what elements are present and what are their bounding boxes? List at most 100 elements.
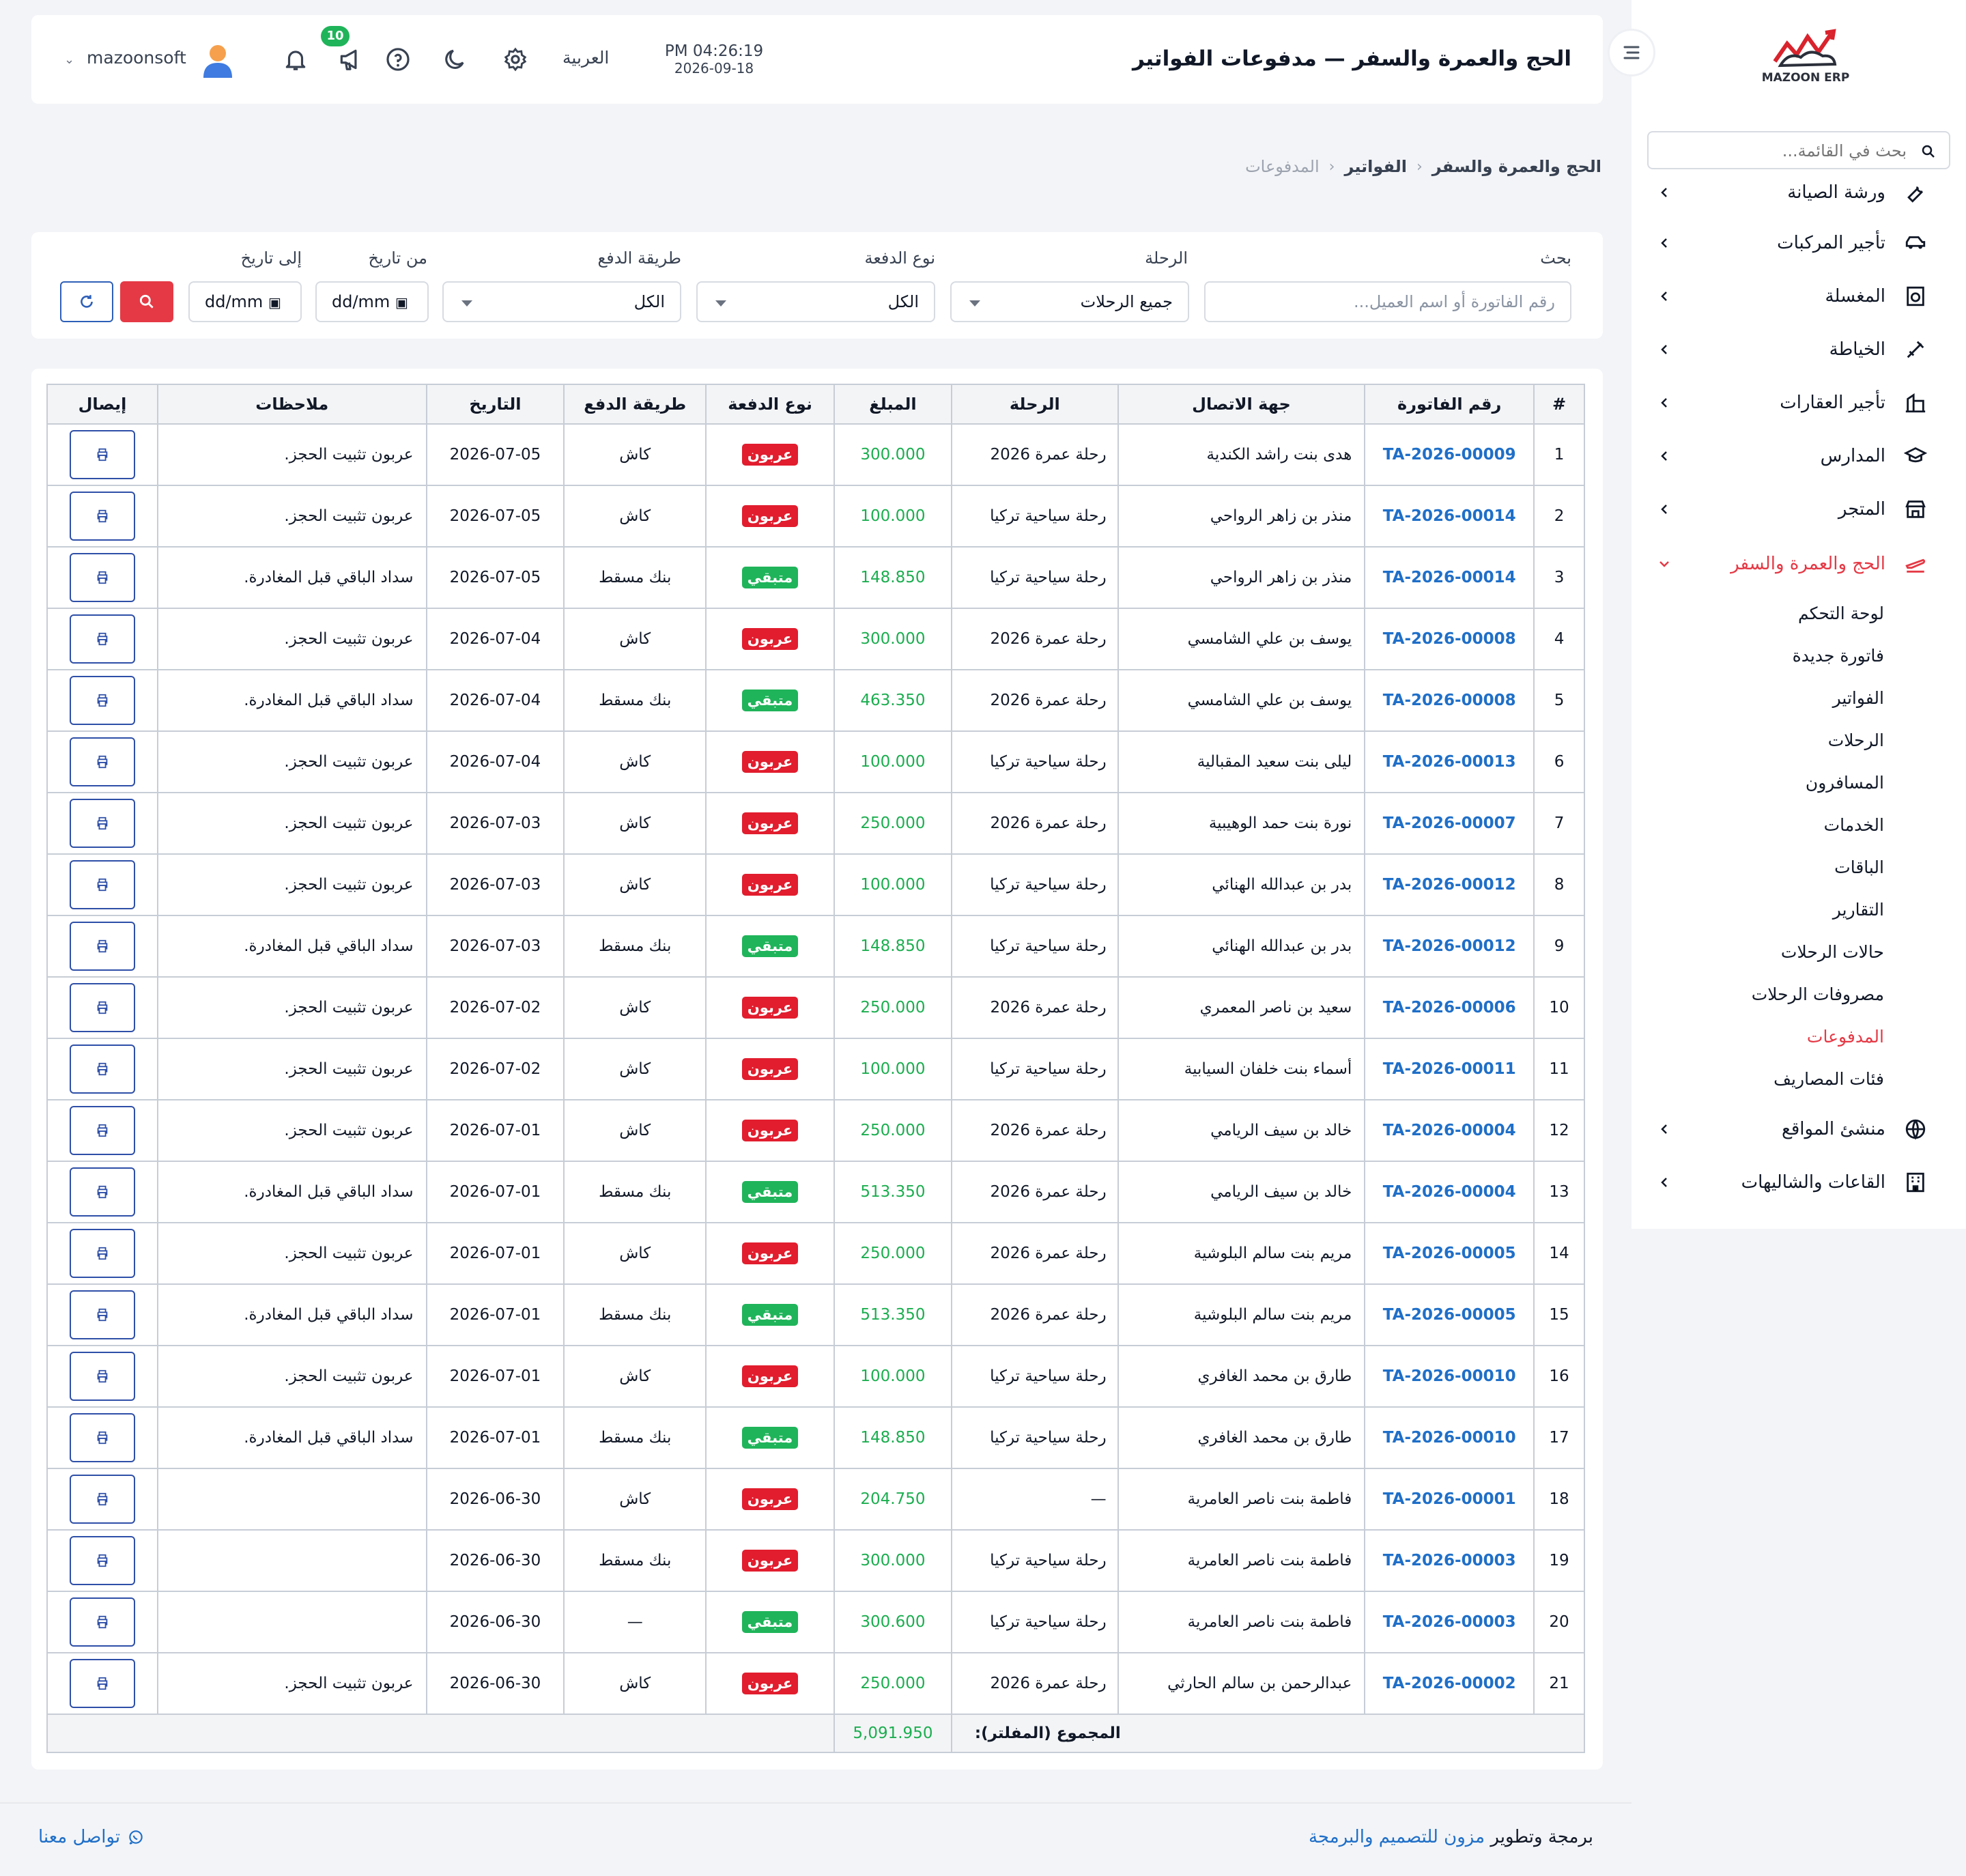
sidebar-subitem-5[interactable]: المسافرون xyxy=(1805,773,1884,793)
sidebar-item-5[interactable]: تأجير العقارات xyxy=(1656,382,1929,423)
search-input[interactable]: رقم الفاتورة أو اسم العميل... xyxy=(1204,281,1571,322)
trip-select[interactable]: جميع الرحلات xyxy=(950,281,1189,322)
invoice-link[interactable]: TA-2026-00009 xyxy=(1364,423,1535,486)
payment-type-select[interactable]: الكل xyxy=(696,281,935,322)
print-receipt-button[interactable] xyxy=(69,492,135,541)
invoice-link[interactable]: TA-2026-00011 xyxy=(1364,1038,1535,1100)
app-logo[interactable]: MAZOON ERP xyxy=(1748,27,1864,96)
invoice-link[interactable]: TA-2026-00012 xyxy=(1364,915,1535,978)
print-receipt-button[interactable] xyxy=(69,922,135,971)
sidebar-subitem-3[interactable]: الفواتير xyxy=(1832,688,1884,708)
invoice-link[interactable]: TA-2026-00008 xyxy=(1364,608,1535,670)
invoice-link[interactable]: TA-2026-00013 xyxy=(1364,730,1535,793)
invoice-link[interactable]: TA-2026-00010 xyxy=(1364,1406,1535,1469)
print-receipt-button[interactable] xyxy=(69,1536,135,1585)
sidebar-subitem-8[interactable]: التقارير xyxy=(1832,900,1884,920)
print-receipt-button[interactable] xyxy=(69,1044,135,1094)
invoice-link[interactable]: TA-2026-00005 xyxy=(1364,1222,1535,1285)
print-receipt-button[interactable] xyxy=(69,1352,135,1401)
sidebar-item-3[interactable]: المغسلة xyxy=(1656,276,1929,317)
help-icon[interactable] xyxy=(382,44,414,75)
invoice-link[interactable]: TA-2026-00002 xyxy=(1364,1652,1535,1715)
notes: عربون تثبيت الحجز. xyxy=(156,1652,427,1715)
print-receipt-button[interactable] xyxy=(69,1167,135,1217)
print-receipt-button[interactable] xyxy=(69,799,135,848)
print-receipt-button[interactable] xyxy=(69,1106,135,1155)
invoice-link[interactable]: TA-2026-00003 xyxy=(1364,1591,1535,1653)
invoice-link[interactable]: TA-2026-00008 xyxy=(1364,669,1535,732)
sidebar-item-10[interactable]: القاعات والشاليهات xyxy=(1656,1162,1929,1203)
printer-icon xyxy=(97,571,108,584)
invoice-link[interactable]: TA-2026-00004 xyxy=(1364,1161,1535,1223)
print-receipt-button[interactable] xyxy=(69,430,135,479)
sidebar-item-8[interactable]: الحج والعمرة والسفر xyxy=(1656,543,1929,584)
settings-icon[interactable] xyxy=(500,44,531,75)
sidebar-subitem-12[interactable]: فئات المصاريف xyxy=(1773,1069,1884,1089)
contact-us-link[interactable]: تواصل معنا xyxy=(38,1827,145,1847)
invoice-link[interactable]: TA-2026-00005 xyxy=(1364,1283,1535,1346)
print-receipt-button[interactable] xyxy=(69,860,135,909)
sidebar-subitem-2[interactable]: فاتورة جديدة xyxy=(1792,646,1884,666)
print-receipt-button[interactable] xyxy=(69,1659,135,1708)
sidebar-search-input[interactable] xyxy=(1662,141,1908,161)
invoice-link[interactable]: TA-2026-00014 xyxy=(1364,485,1535,548)
print-receipt-button[interactable] xyxy=(69,1475,135,1524)
col-contact[interactable]: جهة الاتصال xyxy=(1117,384,1366,425)
print-receipt-button[interactable] xyxy=(69,1229,135,1278)
sidebar-subitem-1[interactable]: لوحة التحكم xyxy=(1797,603,1884,623)
sidebar-subitem-11[interactable]: المدفوعات xyxy=(1806,1027,1884,1047)
sidebar-item-4[interactable]: الخياطة xyxy=(1656,329,1929,370)
megaphone-icon[interactable] xyxy=(334,44,366,75)
print-receipt-button[interactable] xyxy=(69,983,135,1032)
sidebar-toggle-button[interactable] xyxy=(1608,29,1655,76)
payment-method-select[interactable]: الكل xyxy=(442,281,681,322)
payment-type-cell: عربون xyxy=(705,1345,835,1408)
sidebar-subitem-6[interactable]: الخدمات xyxy=(1823,815,1884,835)
invoice-link[interactable]: TA-2026-00004 xyxy=(1364,1099,1535,1162)
bell-icon[interactable] xyxy=(280,44,311,75)
col-method[interactable]: طريقة الدفع xyxy=(563,384,707,425)
invoice-link[interactable]: TA-2026-00003 xyxy=(1364,1529,1535,1592)
invoice-link[interactable]: TA-2026-00014 xyxy=(1364,546,1535,609)
col-type[interactable]: نوع الدفعة xyxy=(705,384,835,425)
invoice-link[interactable]: TA-2026-00012 xyxy=(1364,853,1535,916)
invoice-link[interactable]: TA-2026-00006 xyxy=(1364,976,1535,1039)
sidebar-item-1[interactable]: ورشة الصيانة xyxy=(1656,172,1929,213)
breadcrumb-invoices[interactable]: الفواتير xyxy=(1344,157,1407,176)
user-menu[interactable]: ⌄ mazoonsoft xyxy=(64,48,186,68)
print-receipt-button[interactable] xyxy=(69,1413,135,1462)
search-button[interactable] xyxy=(120,281,173,322)
avatar[interactable] xyxy=(201,42,235,79)
print-receipt-button[interactable] xyxy=(69,1597,135,1647)
col-invoice[interactable]: رقم الفاتورة xyxy=(1364,384,1535,425)
sidebar-subitem-10[interactable]: مصروفات الرحلات xyxy=(1751,984,1884,1004)
reset-button[interactable] xyxy=(60,281,113,322)
payment-date: 2026-06-30 xyxy=(425,1652,565,1715)
sidebar-item-9[interactable]: منشئ المواقع xyxy=(1656,1109,1929,1150)
sidebar-item-7[interactable]: المتجر xyxy=(1656,489,1929,530)
footer-credit-link[interactable]: مزون للتصميم والبرمجة xyxy=(1308,1827,1485,1847)
col-trip[interactable]: الرحلة xyxy=(950,384,1119,425)
language-switch[interactable]: العربية xyxy=(562,48,610,68)
print-receipt-button[interactable] xyxy=(69,676,135,725)
invoice-link[interactable]: TA-2026-00007 xyxy=(1364,792,1535,855)
dark-mode-moon-icon[interactable] xyxy=(440,44,471,75)
sidebar-subitem-7[interactable]: الباقات xyxy=(1834,857,1884,877)
sidebar-subitem-4[interactable]: الرحلات xyxy=(1827,730,1884,750)
print-receipt-button[interactable] xyxy=(69,737,135,786)
to-date-input[interactable]: dd/mm ▣ xyxy=(188,281,302,322)
sidebar-search[interactable] xyxy=(1647,131,1950,169)
invoice-link[interactable]: TA-2026-00001 xyxy=(1364,1468,1535,1531)
print-receipt-button[interactable] xyxy=(69,1290,135,1339)
col-amount[interactable]: المبلغ xyxy=(833,384,952,425)
hall-icon xyxy=(1902,1169,1929,1196)
col-date[interactable]: التاريخ xyxy=(425,384,565,425)
sidebar-subitem-9[interactable]: حالات الرحلات xyxy=(1780,942,1884,962)
print-receipt-button[interactable] xyxy=(69,553,135,602)
from-date-input[interactable]: dd/mm ▣ xyxy=(315,281,429,322)
invoice-link[interactable]: TA-2026-00010 xyxy=(1364,1345,1535,1408)
sidebar-item-6[interactable]: المدارس xyxy=(1656,436,1929,477)
print-receipt-button[interactable] xyxy=(69,614,135,664)
sidebar-item-2[interactable]: تأجير المركبات xyxy=(1656,223,1929,264)
breadcrumb-module[interactable]: الحج والعمرة والسفر xyxy=(1431,157,1601,176)
